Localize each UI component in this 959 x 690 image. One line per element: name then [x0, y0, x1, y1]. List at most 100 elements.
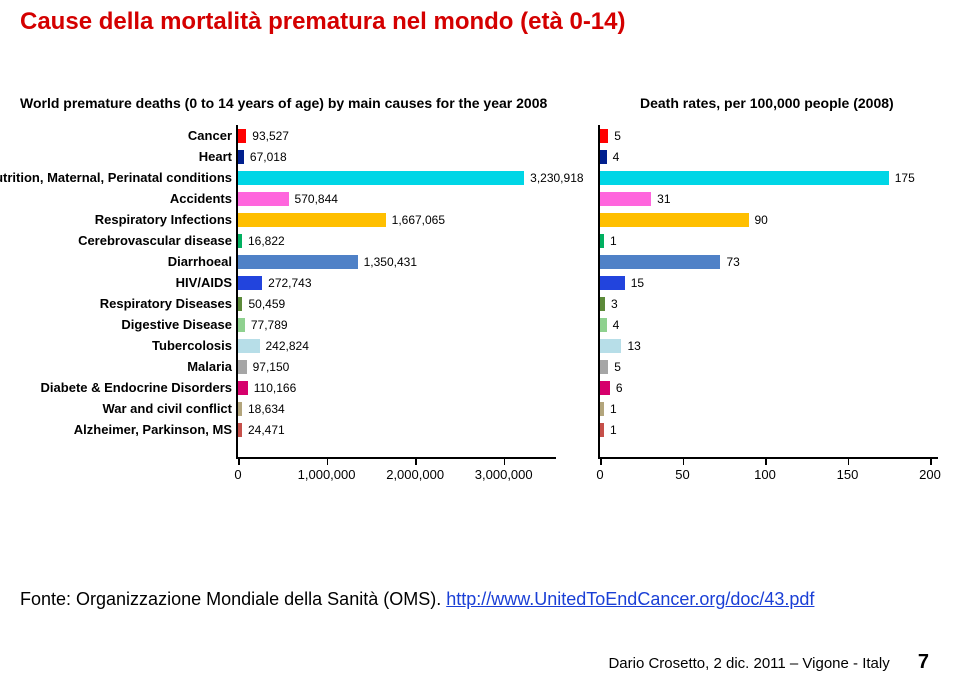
axis-tick: [504, 457, 506, 465]
axis-right-x: [598, 457, 938, 459]
bar-right-value: 4: [613, 318, 620, 332]
category-label: Cerebrovascular disease: [78, 233, 232, 248]
bar-right: [600, 255, 720, 269]
bar-right: [600, 150, 607, 164]
bar-right-value: 1: [610, 402, 617, 416]
bar-right: [600, 381, 610, 395]
page-number: 7: [918, 651, 929, 673]
axis-left-x: [236, 457, 556, 459]
bar-left: [238, 129, 246, 143]
axis-tick: [327, 457, 329, 465]
bar-left: [238, 318, 245, 332]
bar-left-value: 77,789: [251, 318, 288, 332]
category-label: Tubercolosis: [152, 338, 232, 353]
bar-right: [600, 171, 889, 185]
bar-right: [600, 402, 604, 416]
axis-tick: [600, 457, 602, 465]
axis-left-y: [236, 125, 238, 457]
category-label: Accidents: [170, 191, 232, 206]
axis-tick: [238, 457, 240, 465]
bar-left: [238, 234, 242, 248]
axis-tick-label: 1,000,000: [298, 467, 356, 482]
bar-left-value: 24,471: [248, 423, 285, 437]
bar-right: [600, 192, 651, 206]
chart-area: World premature deaths (0 to 14 years of…: [0, 95, 959, 555]
bar-right: [600, 360, 608, 374]
bar-left: [238, 381, 248, 395]
category-label: Malnutrition, Maternal, Perinatal condit…: [0, 170, 232, 185]
category-label: Diabete & Endocrine Disorders: [41, 380, 232, 395]
bar-left-value: 1,667,065: [392, 213, 445, 227]
footer: Dario Crosetto, 2 dic. 2011 – Vigone - I…: [608, 651, 929, 674]
bar-right: [600, 297, 605, 311]
axis-tick-label: 3,000,000: [475, 467, 533, 482]
bar-left-value: 242,824: [266, 339, 309, 353]
bar-left-value: 110,166: [254, 381, 297, 395]
axis-right-y: [598, 125, 600, 457]
bar-right-value: 6: [616, 381, 623, 395]
bar-right-value: 13: [627, 339, 640, 353]
category-label: HIV/AIDS: [176, 275, 232, 290]
category-label: Diarrhoeal: [168, 254, 232, 269]
category-label: Digestive Disease: [121, 317, 232, 332]
axis-tick: [683, 457, 685, 465]
category-label: Respiratory Infections: [95, 212, 232, 227]
bar-right-value: 1: [610, 234, 617, 248]
source-line: Fonte: Organizzazione Mondiale della San…: [20, 589, 814, 610]
bar-right-value: 1: [610, 423, 617, 437]
axis-tick-label: 200: [919, 467, 941, 482]
bar-left-value: 3,230,918: [530, 171, 583, 185]
bar-right-value: 5: [614, 129, 621, 143]
bar-left: [238, 402, 242, 416]
category-label: War and civil conflict: [102, 401, 232, 416]
bar-right-value: 4: [613, 150, 620, 164]
axis-tick-label: 50: [675, 467, 689, 482]
bar-left: [238, 192, 289, 206]
bar-left: [238, 255, 358, 269]
axis-tick-label: 0: [596, 467, 603, 482]
bar-left-value: 18,634: [248, 402, 285, 416]
category-label: Malaria: [187, 359, 232, 374]
category-label: Alzheimer, Parkinson, MS: [74, 422, 232, 437]
axis-tick-label: 150: [837, 467, 859, 482]
bar-left-value: 97,150: [253, 360, 290, 374]
bar-left: [238, 360, 247, 374]
source-prefix: Fonte: Organizzazione Mondiale della San…: [20, 589, 446, 609]
bar-left-value: 272,743: [268, 276, 311, 290]
bar-left: [238, 150, 244, 164]
bar-left: [238, 171, 524, 185]
bar-right-value: 73: [726, 255, 739, 269]
bar-left-value: 16,822: [248, 234, 285, 248]
page-title: Cause della mortalità prematura nel mond…: [20, 8, 939, 36]
chart-title-left: World premature deaths (0 to 14 years of…: [20, 95, 580, 111]
bar-left-value: 93,527: [252, 129, 289, 143]
bar-right: [600, 423, 604, 437]
bar-left: [238, 213, 386, 227]
bar-left: [238, 339, 260, 353]
page-root: Cause della mortalità prematura nel mond…: [0, 0, 959, 690]
category-label: Cancer: [188, 128, 232, 143]
axis-tick: [848, 457, 850, 465]
bar-right: [600, 234, 604, 248]
source-link[interactable]: http://www.UnitedToEndCancer.org/doc/43.…: [446, 589, 814, 609]
bar-right-value: 90: [755, 213, 768, 227]
bar-right-value: 31: [657, 192, 670, 206]
bar-left-value: 50,459: [248, 297, 285, 311]
chart-title-right: Death rates, per 100,000 people (2008): [640, 95, 940, 111]
bar-right-value: 5: [614, 360, 621, 374]
bar-right-value: 175: [895, 171, 915, 185]
axis-tick-label: 100: [754, 467, 776, 482]
bar-left: [238, 297, 242, 311]
bar-right: [600, 213, 749, 227]
axis-tick-label: 0: [234, 467, 241, 482]
category-label: Respiratory Diseases: [100, 296, 232, 311]
axis-tick-label: 2,000,000: [386, 467, 444, 482]
bar-right: [600, 129, 608, 143]
bar-right-value: 15: [631, 276, 644, 290]
bar-left-value: 570,844: [295, 192, 338, 206]
bar-left-value: 67,018: [250, 150, 287, 164]
bar-right: [600, 318, 607, 332]
bar-right: [600, 276, 625, 290]
bar-right-value: 3: [611, 297, 618, 311]
bar-left-value: 1,350,431: [364, 255, 417, 269]
